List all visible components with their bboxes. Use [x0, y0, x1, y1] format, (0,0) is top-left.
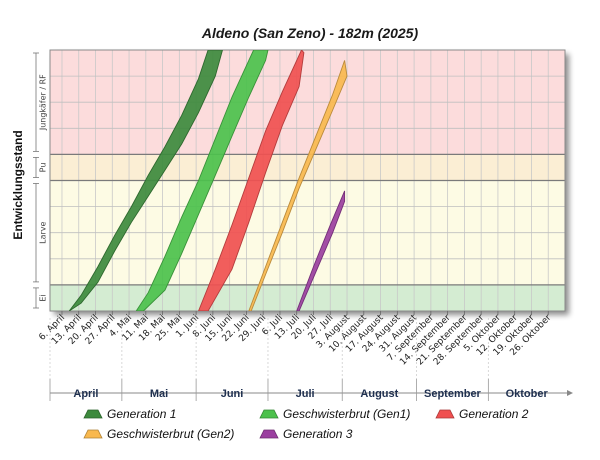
stage-label-jungk-fer-rf: Jungkäfer / RF: [39, 74, 48, 131]
stage-label-larve: Larve: [39, 221, 48, 243]
series-band-generation-3: [296, 190, 346, 311]
series-band-geschwisterbrut-gen2: [248, 60, 348, 311]
legend-item-geschwisterbrut-gen1: Geschwisterbrut (Gen1): [259, 407, 410, 421]
legend-label: Generation 1: [107, 407, 176, 421]
month-label-oktober: Oktober: [506, 388, 549, 400]
legend-label: Generation 2: [459, 407, 529, 421]
month-label-september: September: [424, 388, 482, 400]
series-band-generation-1: [68, 50, 223, 311]
legend-item-generation-3: Generation 3: [259, 427, 353, 441]
legend-swatch: [83, 409, 103, 419]
series-band-generation-2: [198, 50, 305, 311]
month-label-august: August: [360, 388, 398, 400]
stage-label-ei: Ei: [39, 294, 48, 301]
legend-label: Generation 3: [283, 427, 353, 441]
chart-title: Aldeno (San Zeno) - 182m (2025): [201, 25, 419, 41]
legend-swatch: [259, 429, 279, 439]
legend-swatch: [435, 409, 455, 419]
legend-item-generation-2: Generation 2: [435, 407, 529, 421]
series-layer: [68, 50, 348, 311]
legend: Generation 1 Geschwisterbrut (Gen1) Genera…: [83, 407, 529, 441]
legend-label: Geschwisterbrut (Gen2): [107, 427, 234, 441]
stage-labels: Ei Larve Pu Jungkäfer / RF: [33, 52, 48, 309]
legend-item-generation-1: Generation 1: [83, 407, 176, 421]
month-label-juli: Juli: [296, 388, 315, 400]
legend-swatch: [83, 429, 103, 439]
series-band-geschwisterbrut-gen1: [135, 50, 269, 311]
month-axis-arrow: [567, 390, 573, 396]
legend-label: Geschwisterbrut (Gen1): [283, 407, 410, 421]
month-label-mai: Mai: [150, 388, 168, 400]
legend-item-geschwisterbrut-gen2: Geschwisterbrut (Gen2): [83, 427, 234, 441]
plot-border: [49, 49, 566, 312]
month-label-april: April: [73, 388, 98, 400]
month-axis: April Mai Juni Juli August September Oktober: [49, 318, 573, 401]
month-label-juni: Juni: [221, 388, 244, 400]
stage-label-pu: Pu: [39, 163, 48, 173]
y-axis-label: Entwicklungsstand: [11, 130, 25, 239]
legend-swatch: [259, 409, 279, 419]
